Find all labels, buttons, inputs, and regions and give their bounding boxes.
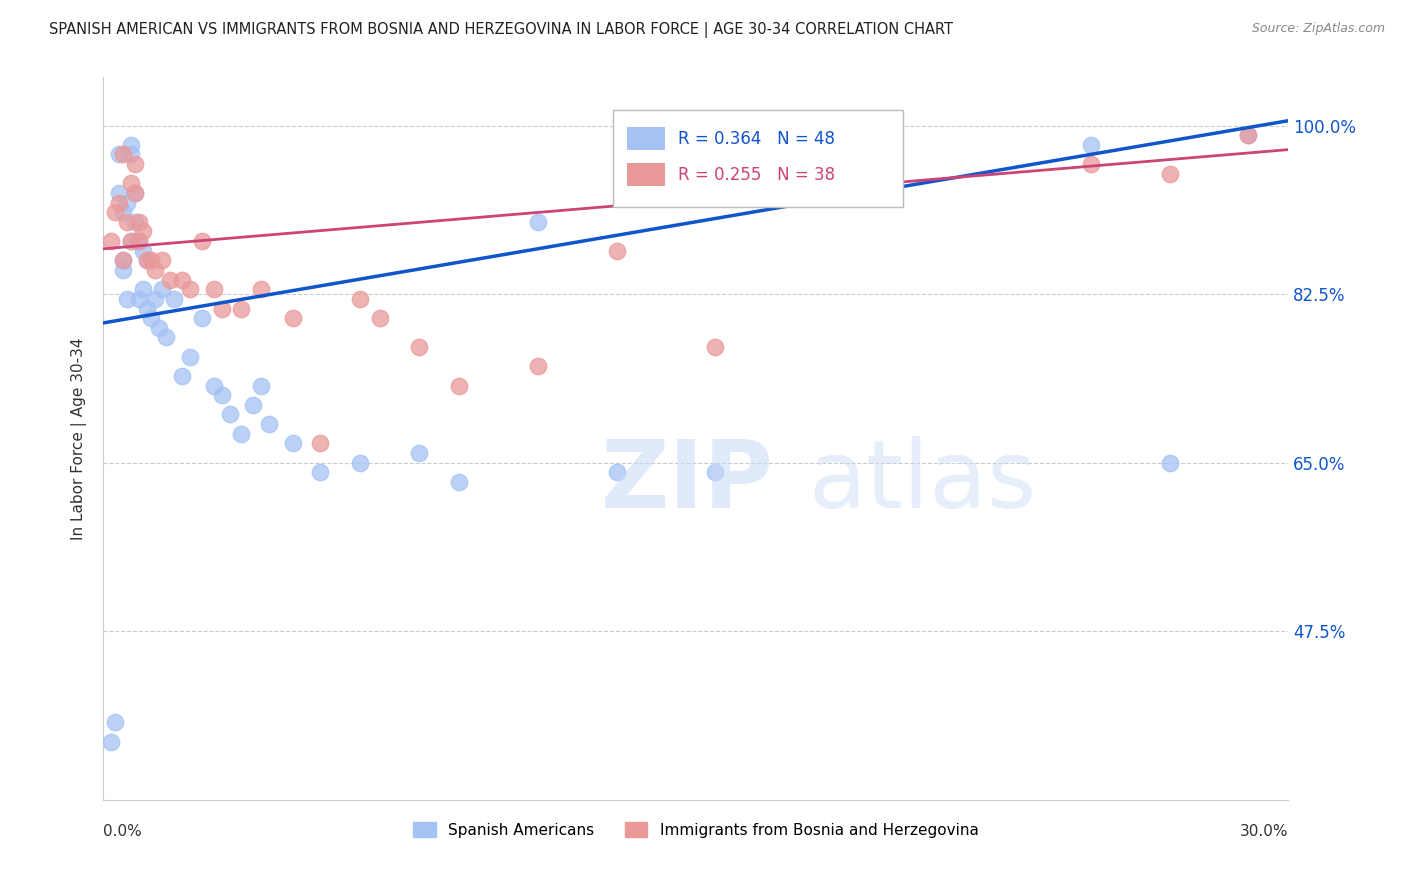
Point: [128, 234, 150, 248]
Text: 0.0%: 0.0%: [103, 823, 142, 838]
Point: [152, 253, 174, 268]
Point: [1237, 128, 1260, 143]
Point: [250, 282, 273, 296]
Point: [120, 137, 142, 152]
Point: [447, 378, 470, 392]
Point: [242, 398, 264, 412]
Point: [1237, 128, 1260, 143]
Point: [1080, 157, 1102, 171]
Point: [763, 137, 786, 152]
Point: [163, 292, 186, 306]
FancyBboxPatch shape: [613, 110, 903, 208]
Bar: [627, 128, 665, 151]
Point: [1080, 137, 1102, 152]
Text: R = 0.364   N = 48: R = 0.364 N = 48: [678, 130, 835, 148]
Point: [1159, 167, 1181, 181]
Point: [111, 147, 134, 161]
Point: [115, 215, 138, 229]
Point: [408, 446, 430, 460]
Point: [120, 234, 142, 248]
Point: [143, 292, 166, 306]
Point: [159, 272, 181, 286]
Point: [172, 272, 194, 286]
Point: [526, 359, 548, 374]
Point: [202, 378, 225, 392]
Point: [763, 137, 786, 152]
Text: ZIP: ZIP: [600, 436, 773, 528]
Point: [135, 253, 157, 268]
Point: [124, 157, 146, 171]
Point: [131, 225, 153, 239]
Point: [104, 205, 127, 219]
Point: [1159, 456, 1181, 470]
Point: [124, 186, 146, 200]
Point: [115, 292, 138, 306]
Point: [108, 195, 131, 210]
Point: [349, 456, 371, 470]
Point: [155, 330, 177, 344]
Point: [100, 735, 122, 749]
Text: SPANISH AMERICAN VS IMMIGRANTS FROM BOSNIA AND HERZEGOVINA IN LABOR FORCE | AGE : SPANISH AMERICAN VS IMMIGRANTS FROM BOSN…: [49, 22, 953, 38]
Text: Source: ZipAtlas.com: Source: ZipAtlas.com: [1251, 22, 1385, 36]
Point: [124, 186, 146, 200]
Point: [231, 426, 253, 441]
Point: [111, 205, 134, 219]
Point: [135, 301, 157, 316]
Point: [111, 253, 134, 268]
Point: [704, 465, 727, 479]
Point: [211, 388, 233, 402]
Point: [143, 263, 166, 277]
Point: [131, 244, 153, 258]
Point: [257, 417, 280, 431]
Point: [135, 253, 157, 268]
Point: [526, 215, 548, 229]
Point: [349, 292, 371, 306]
Point: [172, 368, 194, 383]
Bar: [627, 163, 665, 186]
Point: [128, 234, 150, 248]
Point: [120, 177, 142, 191]
Text: atlas: atlas: [808, 436, 1036, 528]
Point: [704, 340, 727, 354]
Legend: Spanish Americans, Immigrants from Bosnia and Herzegovina: Spanish Americans, Immigrants from Bosni…: [406, 815, 984, 844]
Point: [120, 147, 142, 161]
Text: 30.0%: 30.0%: [1240, 823, 1288, 838]
Point: [111, 253, 134, 268]
Point: [211, 301, 233, 316]
Point: [218, 408, 240, 422]
Point: [111, 263, 134, 277]
Point: [606, 465, 628, 479]
Point: [447, 475, 470, 489]
Point: [231, 301, 253, 316]
Point: [115, 195, 138, 210]
Point: [131, 282, 153, 296]
Point: [606, 244, 628, 258]
Point: [309, 465, 332, 479]
Point: [124, 215, 146, 229]
Point: [148, 320, 170, 334]
Point: [139, 311, 162, 326]
Point: [152, 282, 174, 296]
Point: [108, 186, 131, 200]
Point: [191, 311, 214, 326]
Point: [179, 282, 201, 296]
Point: [202, 282, 225, 296]
Point: [368, 311, 391, 326]
Point: [191, 234, 214, 248]
Point: [128, 292, 150, 306]
Point: [108, 147, 131, 161]
Y-axis label: In Labor Force | Age 30-34: In Labor Force | Age 30-34: [72, 337, 87, 540]
Point: [281, 436, 304, 450]
Point: [128, 215, 150, 229]
Point: [408, 340, 430, 354]
Text: R = 0.255   N = 38: R = 0.255 N = 38: [678, 166, 835, 184]
Point: [139, 253, 162, 268]
Point: [281, 311, 304, 326]
Point: [120, 234, 142, 248]
Point: [309, 436, 332, 450]
Point: [104, 715, 127, 730]
Point: [100, 234, 122, 248]
Point: [179, 350, 201, 364]
Point: [250, 378, 273, 392]
